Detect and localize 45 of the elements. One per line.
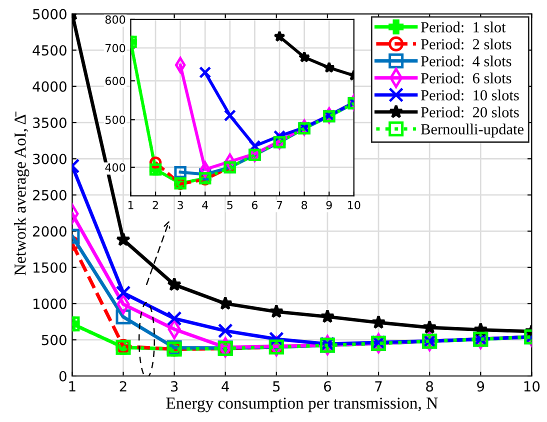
y-tick-label: 800: [105, 15, 126, 24]
x-tick-label: 3: [178, 200, 183, 210]
x-tick-label: 6: [252, 200, 258, 210]
x-tick-label: 7: [375, 381, 382, 392]
y-tick-label: 5000: [33, 8, 66, 20]
x-tick-label: 2: [152, 200, 158, 210]
x-tick-label: 10: [524, 381, 540, 392]
y-tick-label: 500: [42, 334, 66, 346]
x-tick-label: 3: [170, 381, 178, 392]
x-tick-label: 9: [326, 200, 332, 210]
legend-label: Period: 1 slot: [420, 22, 506, 32]
y-tick-label: 4000: [32, 81, 66, 92]
legend-label: Period: 6 slots: [420, 72, 512, 84]
legend-label: Period: 10 slots: [420, 90, 519, 100]
x-axis-title: Energy consumption per transmission, N: [166, 398, 438, 412]
y-tick-label: 4500: [32, 45, 66, 56]
x-tick-label: 7: [276, 201, 282, 210]
x-tick-label: 2: [120, 381, 126, 392]
y-tick-label: 400: [105, 163, 126, 172]
x-tick-label: 10: [348, 200, 360, 210]
x-tick-label: 4: [202, 201, 208, 210]
y-tick-label: 1000: [34, 298, 66, 310]
x-tick-label: 9: [477, 381, 484, 392]
y-tick-label: 2000: [33, 226, 66, 237]
y-tick-label: 600: [105, 76, 126, 86]
y-tick-label: 3000: [33, 154, 66, 164]
x-tick-label: 8: [302, 200, 308, 210]
x-tick-label: 8: [426, 381, 434, 392]
y-tick-label: 500: [106, 116, 126, 124]
y-tick-label: 700: [106, 44, 126, 52]
x-tick-label: 5: [273, 381, 280, 392]
x-tick-label: 5: [227, 201, 232, 210]
legend-label: Period: 20 slots: [420, 106, 519, 118]
x-tick-label: 1: [69, 381, 76, 392]
x-tick-label: 4: [222, 381, 230, 392]
legend-label: Bernoulli-update: [420, 124, 524, 138]
y-tick-label: 2500: [33, 190, 66, 200]
legend-label: Period: 4 slots: [420, 56, 512, 66]
y-tick-label: 3500: [33, 118, 66, 128]
y-tick-label: 1500: [34, 262, 66, 273]
x-tick-label: 6: [324, 381, 332, 392]
y-tick-label: 0: [59, 370, 66, 382]
y-axis-title: Network average AoI, Δ̄: [14, 112, 30, 276]
legend-label: Period: 2 slots: [420, 38, 512, 50]
x-tick-label: 1: [128, 201, 134, 210]
